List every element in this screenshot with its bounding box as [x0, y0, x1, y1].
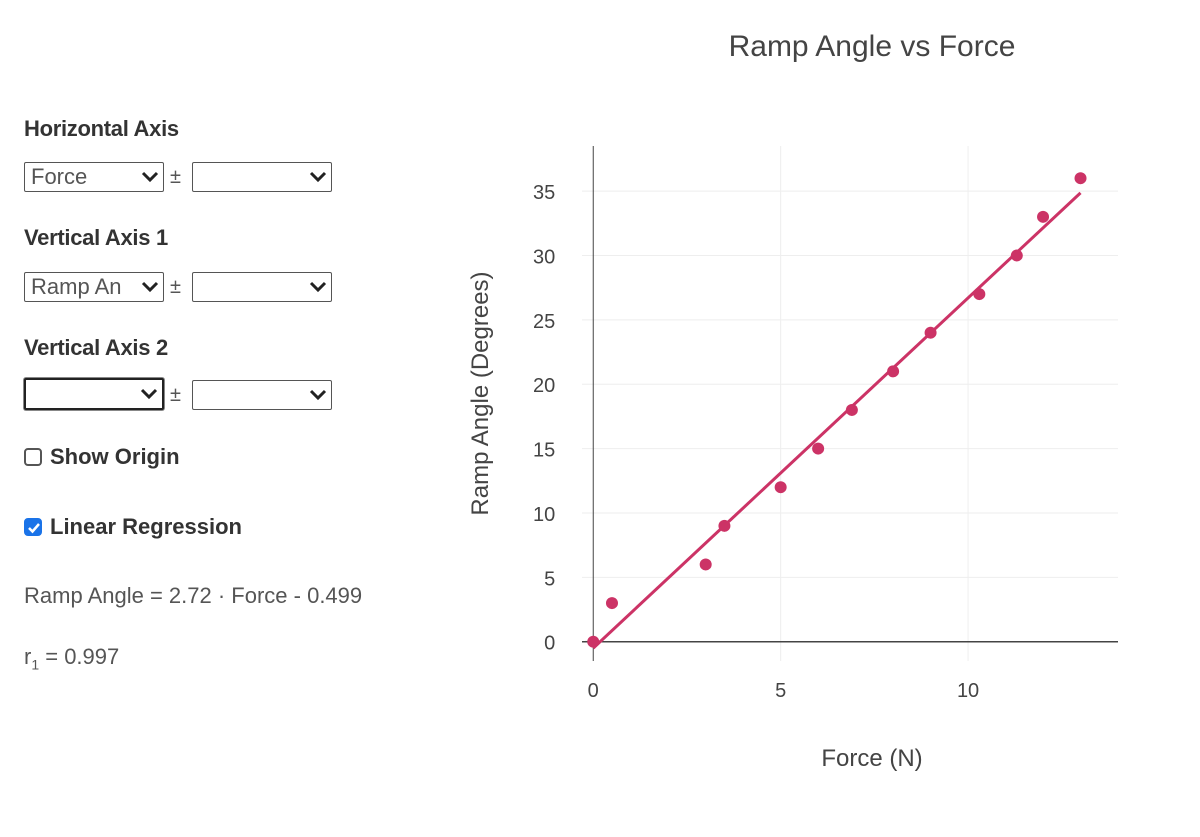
data-point	[973, 288, 986, 301]
regression-line	[592, 191, 1082, 650]
vertical-axis-1-value: Ramp An	[31, 274, 122, 299]
scatter-chart: 0 5 10 15 20 25 30 35 0 5 10 Ramp Angle vs Force For…	[467, 30, 1118, 772]
horizontal-error-select[interactable]	[192, 162, 332, 192]
data-point	[1074, 172, 1087, 185]
x-tick-label: 10	[957, 680, 979, 702]
x-axis-label: Force (N)	[821, 745, 922, 772]
y-tick-label: 30	[533, 246, 555, 268]
y-tick-label: 35	[533, 182, 555, 204]
linear-regression-toggle[interactable]: Linear Regression	[24, 514, 242, 540]
chart-title: Ramp Angle vs Force	[729, 30, 1016, 63]
x-tick-label: 0	[588, 680, 599, 702]
horizontal-axis-value: Force	[31, 164, 88, 189]
y-tick-label: 5	[544, 568, 555, 590]
vertical-axis-2-select[interactable]	[24, 378, 164, 410]
show-origin-checkbox[interactable]	[24, 448, 42, 466]
chevron-down-icon	[309, 389, 327, 401]
y-axis-label: Ramp Angle (Degrees)	[467, 271, 494, 515]
show-origin-label: Show Origin	[50, 444, 180, 469]
vertical-axis-2-heading: Vertical Axis 2	[24, 335, 168, 360]
plus-minus-label: ±	[170, 276, 181, 298]
show-origin-toggle[interactable]: Show Origin	[24, 444, 180, 470]
data-point	[924, 326, 937, 339]
data-point	[718, 519, 731, 532]
plus-minus-label: ±	[170, 384, 181, 406]
r-label: r	[24, 644, 32, 669]
data-point	[887, 365, 900, 378]
data-point	[699, 558, 712, 571]
chevron-down-icon	[309, 171, 327, 183]
chevron-down-icon	[309, 281, 327, 293]
y-tick-label: 15	[533, 440, 555, 462]
vertical-2-error-select[interactable]	[192, 380, 332, 410]
data-point	[812, 442, 825, 455]
data-point	[587, 635, 600, 648]
data-point	[1037, 210, 1050, 223]
data-point	[845, 403, 858, 416]
r-subscript: 1	[31, 656, 40, 673]
y-tick-label: 25	[533, 311, 555, 333]
data-point	[1010, 249, 1023, 262]
y-tick-label: 20	[533, 375, 555, 397]
checkmark-icon	[28, 523, 40, 534]
y-tick-label: 10	[533, 504, 555, 526]
vertical-axis-1-heading: Vertical Axis 1	[24, 225, 168, 250]
data-point	[774, 481, 787, 494]
controls-panel: Horizontal Axis Force ± Vertical Axis 1 …	[0, 0, 440, 832]
chevron-down-icon	[140, 388, 158, 400]
chart-container: 0 5 10 15 20 25 30 35 0 5 10 Ramp Angle vs Force For…	[440, 0, 1200, 832]
linear-regression-label: Linear Regression	[50, 514, 242, 539]
data-point	[605, 597, 618, 610]
x-tick-label: 5	[775, 680, 786, 702]
linear-regression-checkbox[interactable]	[24, 518, 42, 536]
horizontal-axis-heading: Horizontal Axis	[24, 116, 179, 141]
chevron-down-icon	[141, 281, 159, 293]
plus-minus-label: ±	[170, 166, 181, 188]
correlation-readout: r1 = 0.997	[24, 644, 119, 672]
r-value: = 0.997	[39, 644, 120, 669]
regression-equation: Ramp Angle = 2.72 · Force - 0.499	[24, 583, 363, 608]
horizontal-axis-select[interactable]: Force	[24, 162, 164, 192]
vertical-1-error-select[interactable]	[192, 272, 332, 302]
y-tick-label: 0	[544, 633, 555, 655]
chevron-down-icon	[141, 171, 159, 183]
vertical-axis-1-select[interactable]: Ramp An	[24, 272, 164, 302]
